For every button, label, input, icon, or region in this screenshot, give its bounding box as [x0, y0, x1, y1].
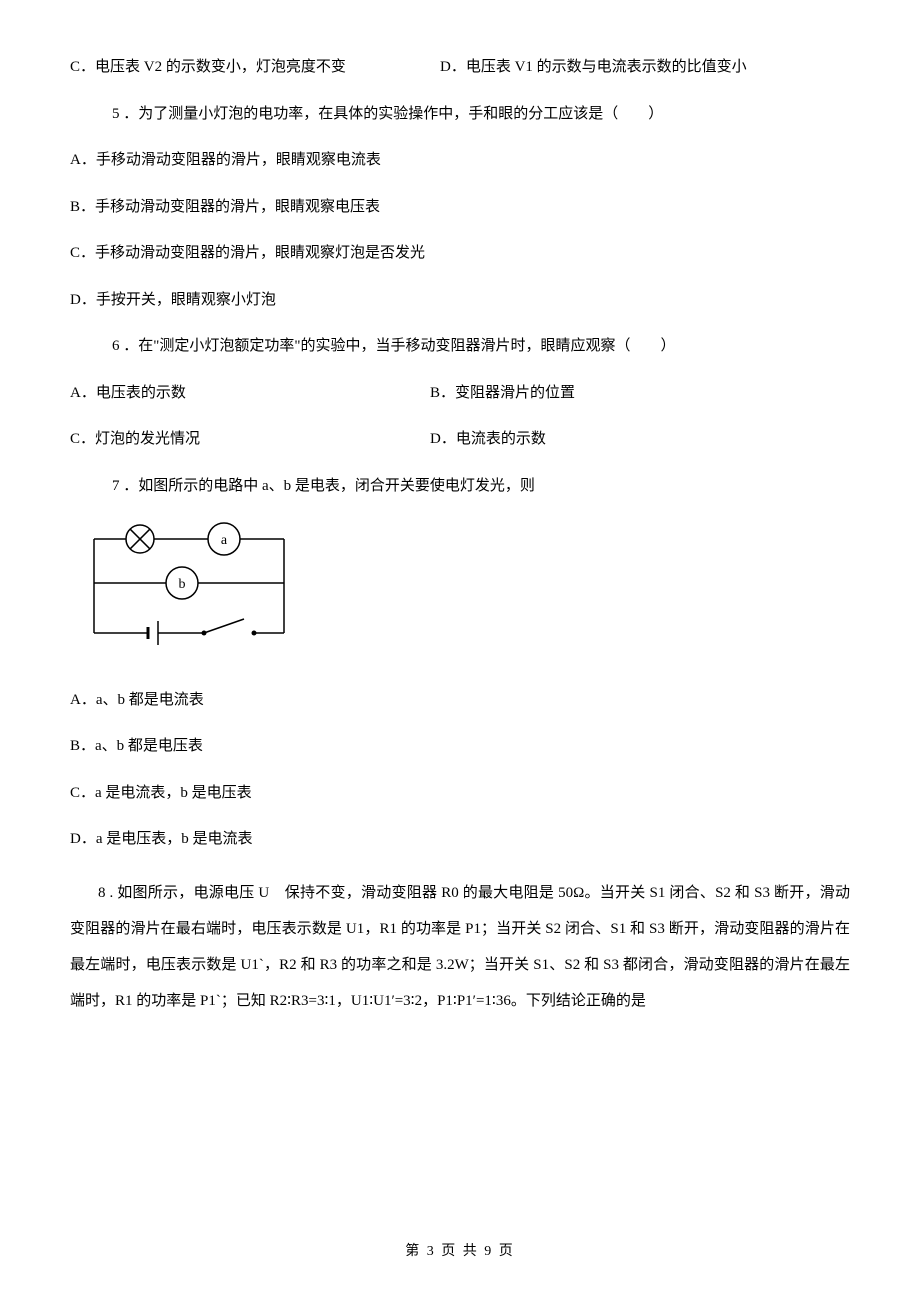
question-5-stem: 5 ．为了测量小灯泡的电功率，在具体的实验操作中，手和眼的分工应该是（ ） — [70, 103, 850, 126]
svg-text:b: b — [179, 577, 186, 592]
question-6-stem: 6 ．在"测定小灯泡额定功率"的实验中，当手移动变阻器滑片时，眼睛应观察（ ） — [70, 335, 850, 358]
option-c: C．电压表 V2 的示数变小，灯泡亮度不变 — [70, 56, 440, 79]
q6-row-cd: C．灯泡的发光情况 D．电流表的示数 — [70, 428, 850, 451]
q6-option-a: A．电压表的示数 — [70, 382, 430, 405]
q5-option-c: C．手移动滑动变阻器的滑片，眼睛观察灯泡是否发光 — [70, 242, 850, 265]
q8-content: 8 . 如图所示，电源电压 U 保持不变，滑动变阻器 R0 的最大电阻是 50Ω… — [70, 885, 850, 1009]
q7-option-c: C．a 是电流表，b 是电压表 — [70, 782, 850, 805]
svg-text:a: a — [221, 533, 228, 548]
page-footer: 第 3 页 共 9 页 — [0, 1241, 920, 1262]
q7-option-d: D．a 是电压表，b 是电流表 — [70, 828, 850, 851]
q6-option-b: B．变阻器滑片的位置 — [430, 382, 850, 405]
previous-question-options: C．电压表 V2 的示数变小，灯泡亮度不变 D．电压表 V1 的示数与电流表示数… — [70, 56, 850, 79]
option-d: D．电压表 V1 的示数与电流表示数的比值变小 — [440, 56, 850, 79]
circuit-diagram: ab — [84, 521, 850, 657]
circuit-svg: ab — [84, 521, 294, 649]
q6-option-d: D．电流表的示数 — [430, 428, 850, 451]
q7-option-b: B．a、b 都是电压表 — [70, 735, 850, 758]
q7-option-a: A．a、b 都是电流表 — [70, 689, 850, 712]
q5-option-d: D．手按开关，眼睛观察小灯泡 — [70, 289, 850, 312]
q6-row-ab: A．电压表的示数 B．变阻器滑片的位置 — [70, 382, 850, 405]
question-8-text: 8 . 如图所示，电源电压 U 保持不变，滑动变阻器 R0 的最大电阻是 50Ω… — [70, 875, 850, 1019]
q5-option-a: A．手移动滑动变阻器的滑片，眼睛观察电流表 — [70, 149, 850, 172]
q6-option-c: C．灯泡的发光情况 — [70, 428, 430, 451]
question-7-stem: 7 ．如图所示的电路中 a、b 是电表，闭合开关要使电灯发光，则 — [70, 475, 850, 498]
q5-option-b: B．手移动滑动变阻器的滑片，眼睛观察电压表 — [70, 196, 850, 219]
